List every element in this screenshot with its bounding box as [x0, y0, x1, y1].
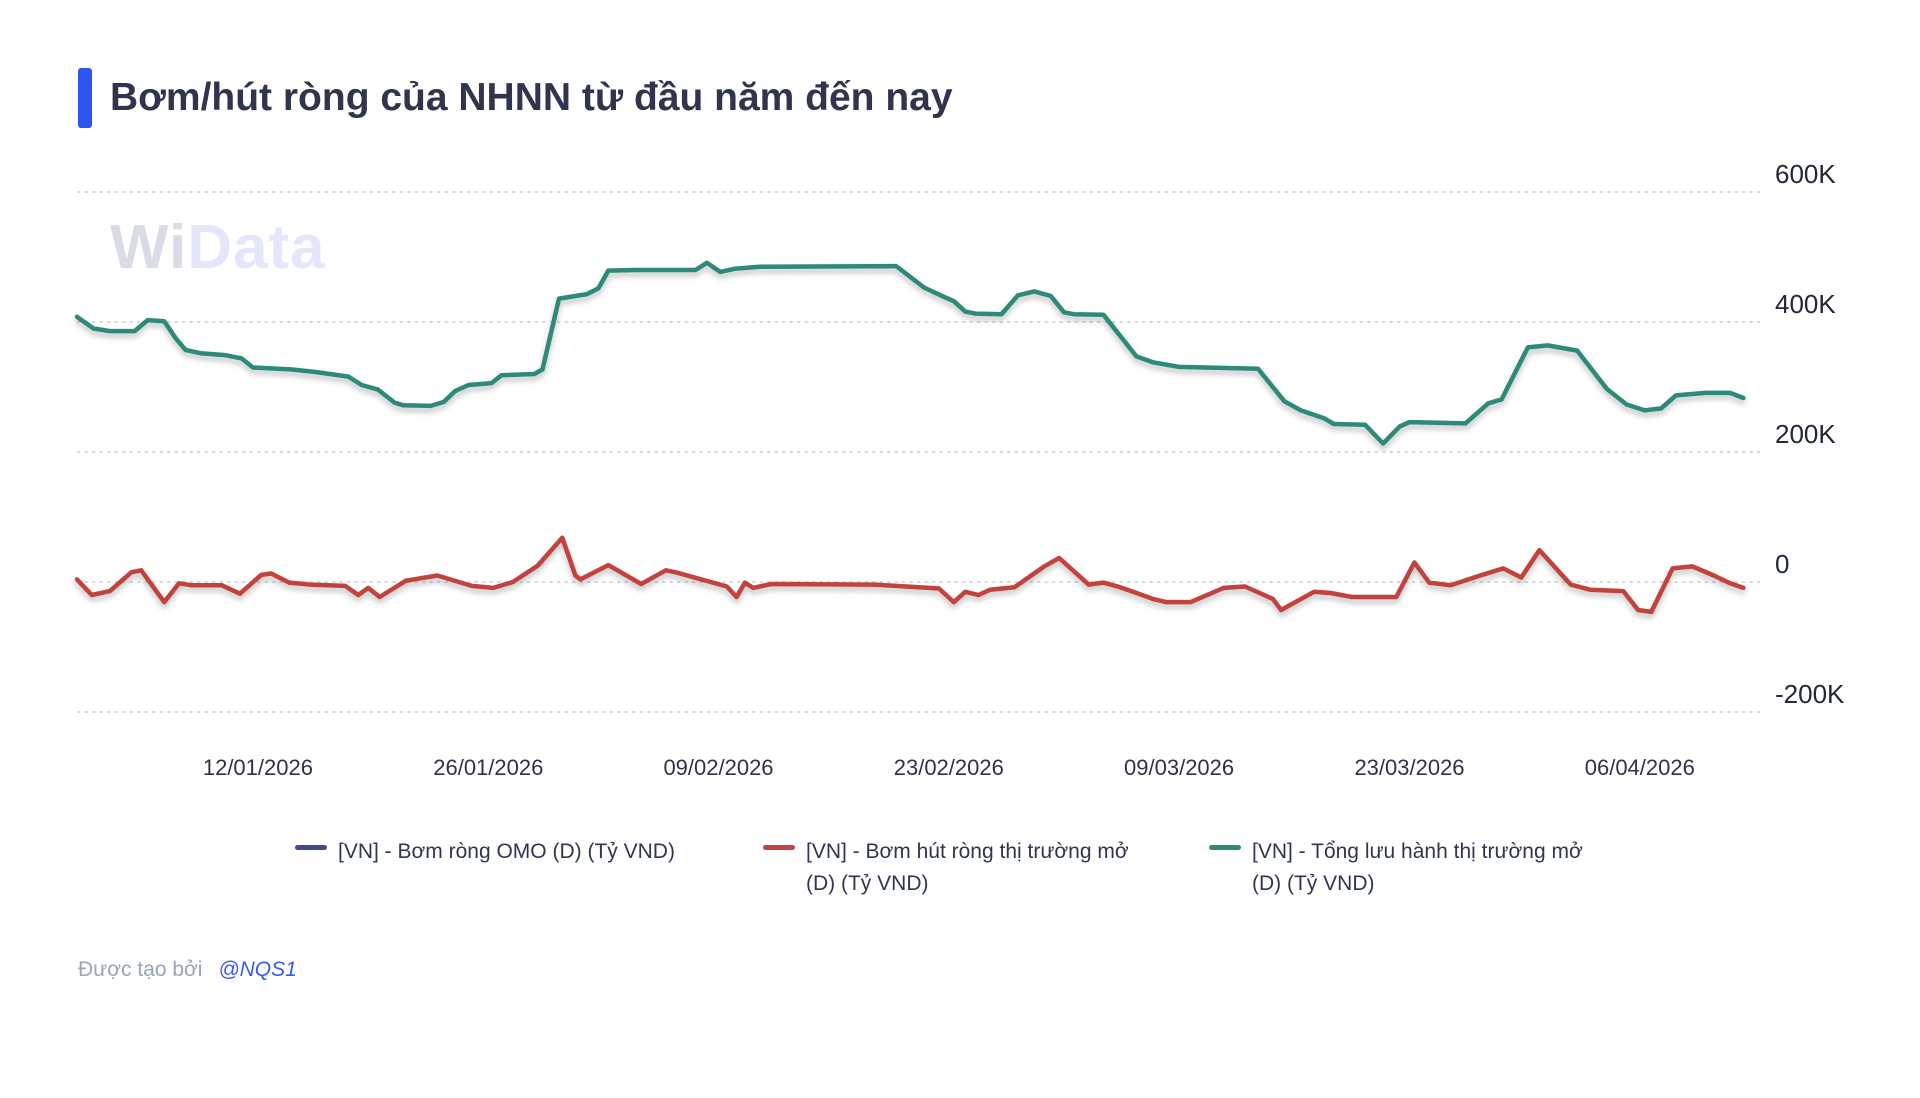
- x-axis-tick-label: 09/03/2026: [1124, 755, 1234, 780]
- created-by-label: Được tạo bởi: [78, 958, 203, 981]
- series-line[interactable]: [74, 260, 1746, 446]
- x-axis-tick-label: 23/02/2026: [894, 755, 1004, 780]
- legend-dash-navy: [295, 845, 327, 850]
- y-axis-tick-label: 600K: [1775, 159, 1836, 189]
- x-axis-tick-label: 12/01/2026: [203, 755, 313, 780]
- x-axis-tick-label: 06/04/2026: [1585, 755, 1695, 780]
- title-accent-bar: [78, 68, 92, 128]
- legend-item-tong-luu-hanh[interactable]: [VN] - Tổng lưu hành thị trường mở (D) (…: [1209, 836, 1583, 899]
- legend-label-line1: [VN] - Bơm hút ròng thị trường mở: [806, 840, 1129, 863]
- x-axis-tick-label: 26/01/2026: [433, 755, 543, 780]
- chart-canvas: 600K 400K 200K 0 -200K 12/01/2026 26/01/2026 09…: [74, 159, 1845, 780]
- y-axis-tick-label: 0: [1775, 549, 1789, 579]
- y-axis-tick-label: 200K: [1775, 419, 1836, 449]
- legend-label-line1: [VN] - Tổng lưu hành thị trường mở: [1252, 840, 1583, 863]
- legend-item-bom-hut-rong[interactable]: [VN] - Bơm hút ròng thị trường mở (D) (T…: [763, 836, 1129, 899]
- legend-label: [VN] - Bơm ròng OMO (D) (Tỷ VND): [338, 836, 675, 868]
- legend-label: [VN] - Tổng lưu hành thị trường mở (D) (…: [1252, 836, 1583, 899]
- watermark-i: i: [168, 213, 188, 282]
- x-axis-tick-label: 09/02/2026: [663, 755, 773, 780]
- legend-item-omo[interactable]: [VN] - Bơm ròng OMO (D) (Tỷ VND): [295, 836, 675, 868]
- legend-label: [VN] - Bơm hút ròng thị trường mở (D) (T…: [806, 836, 1129, 899]
- chart-legend: [VN] - Bơm ròng OMO (D) (Tỷ VND) [VN] - …: [0, 836, 1920, 926]
- legend-dash-red: [763, 845, 795, 850]
- watermark-data: Data: [187, 213, 326, 282]
- series-line[interactable]: [74, 535, 1746, 615]
- chart-header: Bơm/hút ròng của NHNN từ đầu năm đến nay: [78, 68, 953, 128]
- legend-label-line2: (D) (Tỷ VND): [806, 871, 929, 895]
- author-link[interactable]: @NQS1: [218, 958, 297, 981]
- y-axis-tick-label: 400K: [1775, 289, 1836, 319]
- legend-label-line2: (D) (Tỷ VND): [1252, 871, 1375, 895]
- page-title: Bơm/hút ròng của NHNN từ đầu năm đến nay: [110, 76, 953, 119]
- y-axis-tick-label: -200K: [1775, 679, 1845, 709]
- legend-label-line1: [VN] - Bơm ròng OMO (D) (Tỷ VND): [338, 840, 675, 863]
- legend-dash-green: [1209, 845, 1241, 850]
- x-axis-tick-label: 23/03/2026: [1354, 755, 1464, 780]
- widata-watermark: WiData: [110, 213, 326, 282]
- watermark-w: W: [110, 213, 169, 282]
- footer: Được tạo bởi @NQS1: [78, 958, 297, 982]
